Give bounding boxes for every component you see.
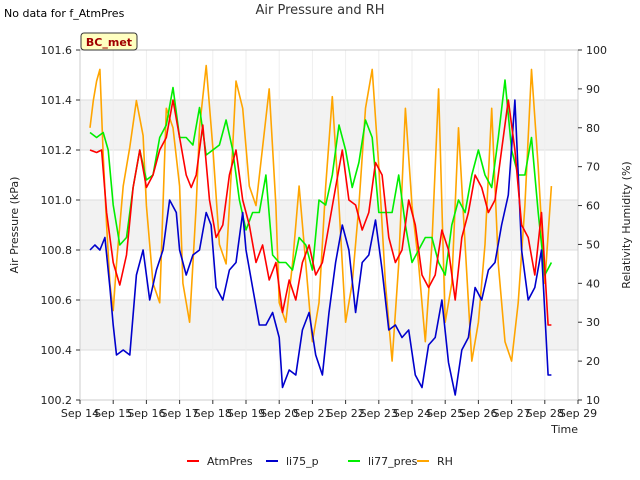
legend: AtmPres li75_p li77_pres RH (187, 455, 453, 468)
y-tick-label: 101.0 (41, 194, 73, 207)
x-tick-label: Sep 27 (492, 407, 530, 420)
y-tick-label: 101.4 (41, 94, 73, 107)
y-tick-label: 101.2 (41, 144, 73, 157)
series-layer (89, 64, 553, 396)
y-axis-ticks-left: 100.2 100.4 100.6 100.8 101.0 101.2 101.4 101.6 (41, 44, 80, 407)
x-tick-label: Sep 15 (94, 407, 132, 420)
x-tick-label: Sep 18 (194, 407, 232, 420)
y2-tick-label: 100 (586, 44, 607, 57)
y2-tick-label: 30 (586, 316, 600, 329)
legend-label-rh: RH (437, 455, 453, 468)
series-line-li77-pres (89, 79, 553, 276)
y2-tick-label: 40 (586, 277, 600, 290)
legend-label-li77-pres: li77_pres (368, 455, 418, 468)
x-tick-label: Sep 28 (526, 407, 564, 420)
y-tick-label: 100.2 (41, 394, 73, 407)
no-data-note: No data for f_AtmPres (4, 7, 125, 20)
y-axis-label-right: Relativity Humidity (%) (620, 161, 633, 288)
x-axis-label: Time (550, 423, 578, 436)
y2-tick-label: 10 (586, 394, 600, 407)
y-tick-label: 100.8 (41, 244, 73, 257)
x-tick-label: Sep 22 (326, 407, 364, 420)
y-tick-label: 101.6 (41, 44, 73, 57)
legend-label-atmpres: AtmPres (207, 455, 253, 468)
x-tick-label: Sep 24 (393, 407, 431, 420)
bc-met-badge: BC_met (80, 32, 138, 51)
y2-tick-label: 90 (586, 83, 600, 96)
x-tick-label: Sep 23 (360, 407, 398, 420)
x-tick-label: Sep 25 (426, 407, 464, 420)
x-tick-label: Sep 29 (559, 407, 597, 420)
y-tick-label: 100.6 (41, 294, 73, 307)
legend-label-li75-p: li75_p (286, 455, 319, 468)
series-line-li75-p (89, 99, 552, 396)
badge-label: BC_met (86, 36, 132, 49)
y2-tick-label: 60 (586, 200, 600, 213)
y2-tick-label: 80 (586, 122, 600, 135)
y2-tick-label: 20 (586, 355, 600, 368)
y2-tick-label: 50 (586, 238, 600, 251)
y-axis-label-left: Air Pressure (kPa) (8, 177, 21, 274)
x-tick-label: Sep 17 (160, 407, 198, 420)
x-tick-label: Sep 20 (260, 407, 298, 420)
series-line-atmpres (89, 99, 552, 326)
x-tick-label: Sep 16 (127, 407, 165, 420)
chart-title: Air Pressure and RH (255, 3, 385, 18)
x-tick-label: Sep 21 (293, 407, 331, 420)
x-tick-label: Sep 26 (459, 407, 497, 420)
y-axis-ticks-right: 10 20 30 40 50 60 70 80 90 100 (578, 44, 607, 407)
x-tick-label: Sep 19 (227, 407, 265, 420)
y2-tick-label: 70 (586, 161, 600, 174)
plot-frame (79, 49, 579, 401)
x-tick-label: Sep 14 (61, 407, 99, 420)
y-tick-label: 100.4 (41, 344, 73, 357)
